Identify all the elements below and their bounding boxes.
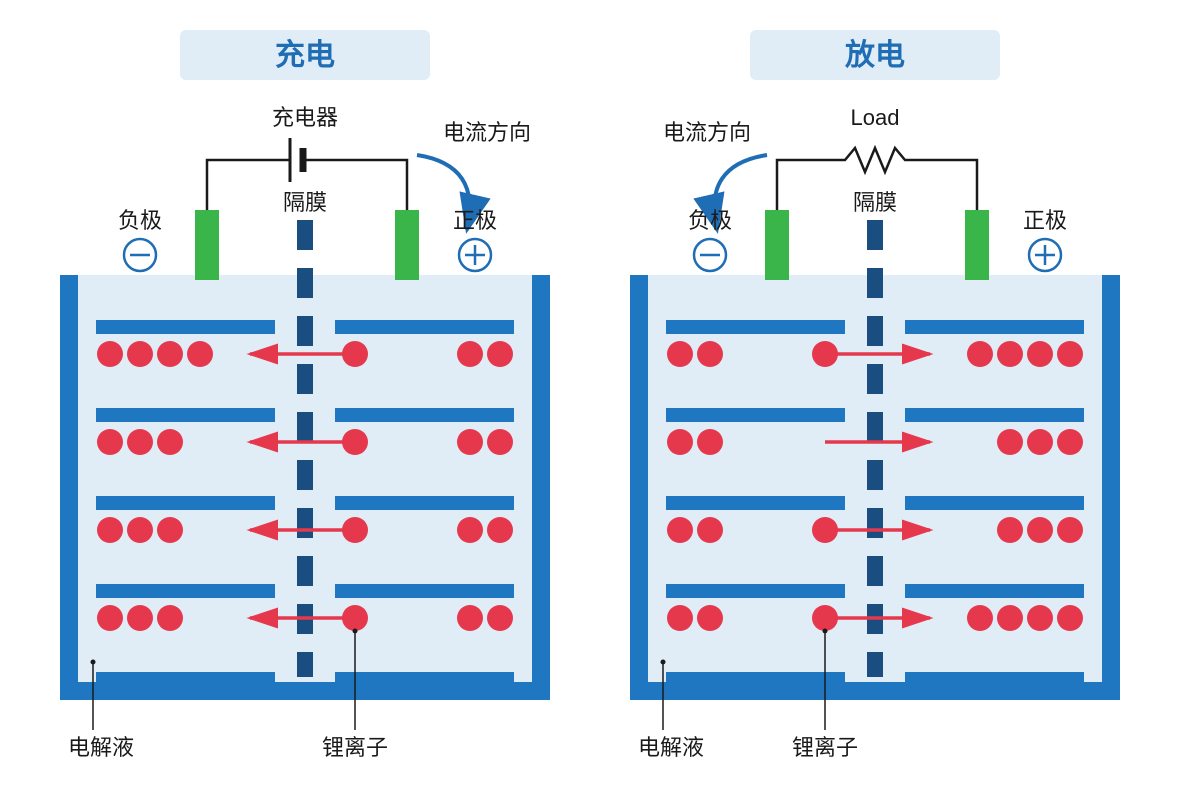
lithium-ion [667, 429, 693, 455]
electrode-bar [335, 408, 514, 422]
lithium-ion [697, 605, 723, 631]
pos-label: 正极 [1023, 208, 1067, 233]
electrode-bar [96, 320, 275, 334]
neg-label: 负极 [688, 208, 732, 233]
wire-right [345, 160, 407, 210]
wire-left [207, 160, 265, 210]
lithium-ion [1057, 429, 1083, 455]
wire-left [777, 160, 835, 210]
lithium-ion [1057, 517, 1083, 543]
device-label: 充电器 [272, 105, 338, 130]
wire-right [915, 160, 977, 210]
lithium-ion [667, 341, 693, 367]
lithium-ion [1027, 605, 1053, 631]
lithium-ion [457, 517, 483, 543]
device-label: Load [851, 105, 900, 130]
electrode-bar [905, 496, 1084, 510]
lithium-ion [187, 341, 213, 367]
panel: 充电充电器电流方向隔膜负极 正极电解液 锂离子 [60, 30, 550, 760]
lithium-ion [157, 341, 183, 367]
current-dir-label: 电流方向 [443, 120, 531, 145]
lithium-ion [997, 429, 1023, 455]
lithium-ion [127, 517, 153, 543]
electrode-bar [666, 320, 845, 334]
negative-terminal [765, 210, 789, 280]
panel: 放电 Load 电流方向隔膜负极 正极电解液 锂离子 [630, 30, 1120, 760]
lithium-ion [127, 429, 153, 455]
ion-label: 锂离子 [322, 735, 388, 760]
electrode-bar [666, 408, 845, 422]
lithium-ion [1057, 341, 1083, 367]
electrode-bar [335, 496, 514, 510]
lithium-ion [127, 605, 153, 631]
lithium-ion [457, 605, 483, 631]
lithium-ion [457, 341, 483, 367]
moving-ion [342, 341, 368, 367]
lithium-ion [97, 605, 123, 631]
lithium-ion [697, 517, 723, 543]
lithium-ion [457, 429, 483, 455]
moving-ion [812, 605, 838, 631]
lithium-ion [967, 341, 993, 367]
electrode-bar [96, 584, 275, 598]
ion-label: 锂离子 [792, 735, 858, 760]
positive-terminal [395, 210, 419, 280]
electrode-bar [905, 320, 1084, 334]
lithium-ion [1027, 517, 1053, 543]
separator-label: 隔膜 [853, 190, 897, 215]
lithium-ion [1027, 341, 1053, 367]
lithium-ion [487, 517, 513, 543]
current-dir-label: 电流方向 [663, 120, 751, 145]
moving-ion [812, 341, 838, 367]
lithium-ion [697, 341, 723, 367]
electrode-bar [666, 584, 845, 598]
lithium-ion [487, 429, 513, 455]
lithium-ion [967, 605, 993, 631]
moving-ion [342, 429, 368, 455]
lithium-ion [997, 341, 1023, 367]
positive-terminal [965, 210, 989, 280]
neg-label: 负极 [118, 208, 162, 233]
negative-terminal [195, 210, 219, 280]
electrode-bar [666, 496, 845, 510]
electrolyte-label: 电解液 [68, 735, 134, 760]
electrode-bar [335, 320, 514, 334]
lithium-ion [487, 341, 513, 367]
electrolyte-label: 电解液 [638, 735, 704, 760]
lithium-ion [667, 605, 693, 631]
lithium-ion [157, 517, 183, 543]
moving-ion [812, 517, 838, 543]
resistor [835, 148, 915, 172]
lithium-ion [157, 429, 183, 455]
electrode-bar [96, 408, 275, 422]
lithium-ion [1027, 429, 1053, 455]
moving-ion [342, 605, 368, 631]
panel-title: 充电 [275, 39, 335, 72]
lithium-ion [97, 341, 123, 367]
lithium-ion [697, 429, 723, 455]
panel-title: 放电 [844, 39, 905, 72]
lithium-ion [97, 429, 123, 455]
lithium-ion [157, 605, 183, 631]
lithium-ion [127, 341, 153, 367]
pos-label: 正极 [453, 208, 497, 233]
lithium-ion [1057, 605, 1083, 631]
lithium-ion [97, 517, 123, 543]
moving-ion [342, 517, 368, 543]
separator-label: 隔膜 [283, 190, 327, 215]
electrode-bar [96, 496, 275, 510]
lithium-ion [997, 517, 1023, 543]
electrode-bar [905, 408, 1084, 422]
lithium-ion [487, 605, 513, 631]
electrode-bar [335, 584, 514, 598]
electrode-bar [905, 584, 1084, 598]
lithium-ion [667, 517, 693, 543]
lithium-ion [997, 605, 1023, 631]
battery-diagram: 充电充电器电流方向隔膜负极 正极电解液 锂离子 放电 Load 电流方向隔膜负极 正极电解液… [0, 0, 1200, 800]
